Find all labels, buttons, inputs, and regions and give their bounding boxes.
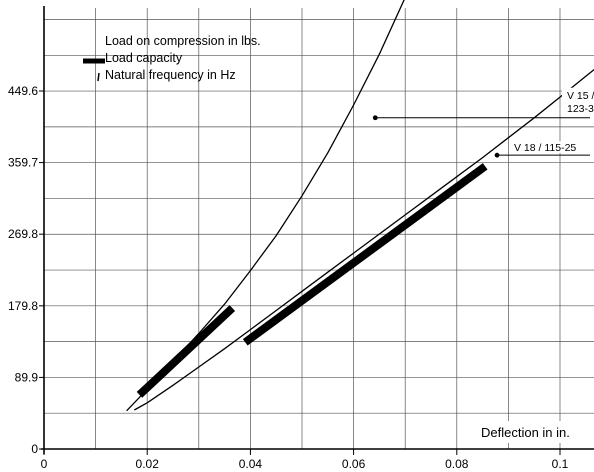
y-tick-label: 449.6 <box>8 84 38 98</box>
grid <box>44 8 594 449</box>
y-tick-label: 89.9 <box>15 370 39 384</box>
y-tick-label: 269.8 <box>8 227 38 241</box>
x-axis-title-background <box>474 421 594 443</box>
legend-label-load: Load on compression in lbs. <box>105 34 261 48</box>
tick-labels: 0 89.9 179.8 269.8 359.7 449.6 0 0.02 0.04 0.06 0.… <box>8 84 569 471</box>
load-capacity-bar <box>136 305 236 398</box>
load-capacity-bar <box>242 163 488 346</box>
y-tick-label: 359.7 <box>8 156 38 170</box>
legend: Load on compression in lbs. Load capacit… <box>83 34 261 82</box>
legend-label-load-capacity: Load capacity <box>105 51 183 65</box>
x-tick-label: 0.06 <box>342 457 366 471</box>
x-tick-label: 0.1 <box>552 457 569 471</box>
legend-symbol-frequency <box>97 72 100 82</box>
axes <box>41 6 594 454</box>
legend-label-frequency: Natural frequency in Hz <box>105 68 236 82</box>
x-tick-label: 0.04 <box>239 457 263 471</box>
series-annotations: V 15 /123-30 V 18 / 115-25 <box>372 87 594 158</box>
label-background <box>562 87 594 115</box>
x-tick-label: 0 <box>41 457 48 471</box>
series-label: V 18 / 115-25 <box>514 142 576 154</box>
x-tick-label: 0.02 <box>136 457 160 471</box>
x-tick-label: 0.08 <box>445 457 469 471</box>
y-tick-label: 0 <box>31 442 38 456</box>
series-label: 123-30 <box>567 103 594 115</box>
label-background <box>510 141 592 154</box>
series-label: V 15 / <box>567 90 594 102</box>
x-axis-title: Deflection in in. <box>481 425 570 440</box>
y-tick-label: 179.8 <box>8 299 38 313</box>
series-line <box>133 68 594 411</box>
series-lines <box>126 0 594 412</box>
